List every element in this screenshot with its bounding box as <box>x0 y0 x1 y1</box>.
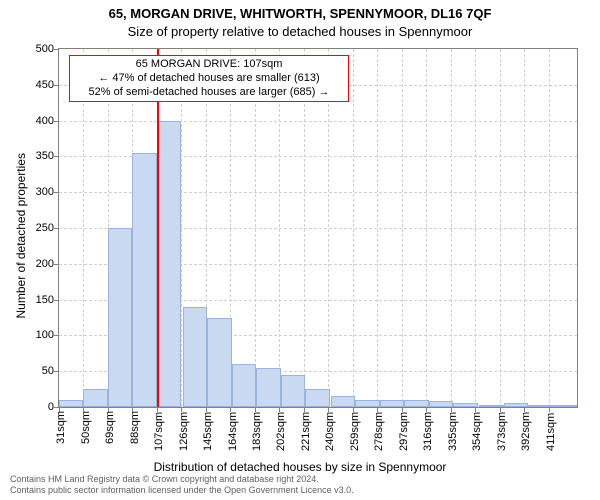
gridline-vertical <box>377 49 378 407</box>
histogram-bar <box>59 400 83 407</box>
xtick-label: 69sqm <box>104 411 116 444</box>
histogram-bar <box>331 396 355 407</box>
xtick-label: 392sqm <box>520 411 532 450</box>
xtick-label: 221sqm <box>300 411 312 450</box>
annotation-line: 65 MORGAN DRIVE: 107sqm <box>74 58 344 72</box>
histogram-bar <box>404 400 428 407</box>
ytick-label: 0 <box>8 401 54 413</box>
gridline-vertical <box>500 49 501 407</box>
annotation-box: 65 MORGAN DRIVE: 107sqm← 47% of detached… <box>69 55 349 102</box>
gridline-vertical <box>83 49 84 407</box>
gridline-vertical <box>304 49 305 407</box>
xtick-label: 183sqm <box>251 411 263 450</box>
xtick-label: 145sqm <box>202 411 214 450</box>
footer: Contains HM Land Registry data © Crown c… <box>10 474 354 496</box>
xtick-label: 88sqm <box>129 411 141 444</box>
ytick-mark <box>54 300 59 301</box>
histogram-bar <box>183 307 207 407</box>
ytick-label: 200 <box>8 258 54 270</box>
ytick-mark <box>54 264 59 265</box>
annotation-line: ← 47% of detached houses are smaller (61… <box>74 72 344 86</box>
histogram-bar <box>108 228 132 407</box>
ytick-mark <box>54 85 59 86</box>
xtick-label: 107sqm <box>153 411 165 450</box>
annotation-line: 52% of semi-detached houses are larger (… <box>74 86 344 100</box>
ytick-mark <box>54 335 59 336</box>
page-title: 65, MORGAN DRIVE, WHITWORTH, SPENNYMOOR,… <box>0 6 600 21</box>
ytick-label: 300 <box>8 186 54 198</box>
xtick-label: 354sqm <box>471 411 483 450</box>
ytick-label: 350 <box>8 150 54 162</box>
histogram-bar <box>453 403 477 407</box>
histogram-bar <box>157 121 181 407</box>
xtick-label: 31sqm <box>55 411 67 444</box>
histogram-bar <box>232 364 256 407</box>
gridline-vertical <box>402 49 403 407</box>
gridline-vertical <box>255 49 256 407</box>
histogram-bar <box>281 375 305 407</box>
ytick-mark <box>54 371 59 372</box>
xtick-mark <box>549 407 550 412</box>
xtick-label: 202sqm <box>275 411 287 450</box>
gridline-vertical <box>524 49 525 407</box>
chart-container: { "chart": { "type": "histogram", "title… <box>0 0 600 500</box>
histogram-bar <box>553 405 577 407</box>
xtick-label: 335sqm <box>447 411 459 450</box>
plot-area: 65 MORGAN DRIVE: 107sqm← 47% of detached… <box>58 48 578 408</box>
gridline-vertical <box>328 49 329 407</box>
histogram-bar <box>429 401 453 407</box>
marker-line <box>157 49 159 407</box>
gridline-vertical <box>353 49 354 407</box>
histogram-bar <box>256 368 280 407</box>
xtick-label: 164sqm <box>227 411 239 450</box>
ytick-mark <box>54 192 59 193</box>
xtick-label: 126sqm <box>178 411 190 450</box>
histogram-bar <box>83 389 107 407</box>
histogram-bar <box>305 389 329 407</box>
ytick-label: 150 <box>8 294 54 306</box>
page-subtitle: Size of property relative to detached ho… <box>0 24 600 39</box>
footer-line: Contains public sector information licen… <box>10 485 354 496</box>
ytick-mark <box>54 49 59 50</box>
xtick-label: 259sqm <box>349 411 361 450</box>
ytick-label: 400 <box>8 115 54 127</box>
histogram-bar <box>504 403 528 407</box>
ytick-label: 500 <box>8 43 54 55</box>
ytick-mark <box>54 156 59 157</box>
ytick-label: 450 <box>8 79 54 91</box>
histogram-bar <box>479 405 503 407</box>
xtick-label: 240sqm <box>324 411 336 450</box>
xtick-label: 411sqm <box>545 412 557 450</box>
xtick-label: 373sqm <box>496 411 508 450</box>
ytick-mark <box>54 121 59 122</box>
xtick-label: 50sqm <box>80 411 92 444</box>
x-axis-label: Distribution of detached houses by size … <box>0 460 600 474</box>
histogram-bar <box>132 153 156 407</box>
footer-line: Contains HM Land Registry data © Crown c… <box>10 474 354 485</box>
xtick-label: 297sqm <box>398 411 410 450</box>
histogram-bar <box>528 405 552 407</box>
gridline-vertical <box>451 49 452 407</box>
gridline-vertical <box>549 49 550 407</box>
ytick-label: 250 <box>8 222 54 234</box>
gridline-vertical <box>426 49 427 407</box>
histogram-bar <box>355 400 379 407</box>
histogram-bar <box>380 400 404 407</box>
ytick-mark <box>54 228 59 229</box>
xtick-label: 278sqm <box>373 411 385 450</box>
histogram-bar <box>207 318 231 408</box>
ytick-label: 100 <box>8 329 54 341</box>
gridline-vertical <box>475 49 476 407</box>
gridline-vertical <box>279 49 280 407</box>
ytick-label: 50 <box>8 365 54 377</box>
xtick-label: 316sqm <box>422 411 434 450</box>
